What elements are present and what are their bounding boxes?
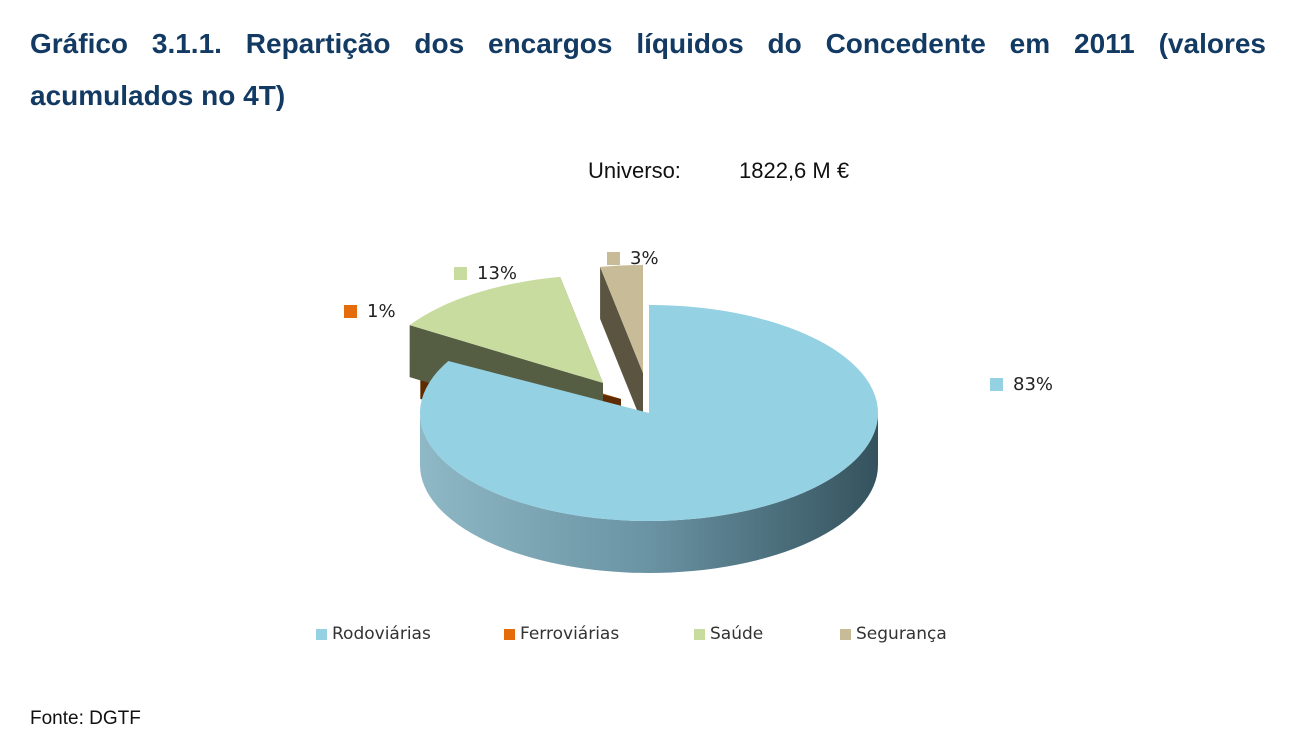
chart-legend: Rodoviárias Ferroviárias Saúde Segurança xyxy=(316,624,947,644)
legend-label-rodoviarias: Rodoviárias xyxy=(332,624,431,644)
slice-top-seguranca xyxy=(600,265,643,373)
data-label-rodoviarias: 83% xyxy=(990,374,1053,395)
data-label-text-rodoviarias: 83% xyxy=(1013,374,1054,395)
data-label-ferroviarias: 1% xyxy=(344,301,396,322)
legend-swatch-saude xyxy=(694,628,705,640)
legend-item-seguranca: Segurança xyxy=(840,624,947,644)
legend-item-rodoviarias: Rodoviárias xyxy=(316,624,504,644)
legend-label-ferroviarias: Ferroviárias xyxy=(520,624,620,644)
universe-label: Universo: xyxy=(588,158,681,183)
legend-label-saude: Saúde xyxy=(710,624,764,644)
chart-title: Gráfico 3.1.1. Repartição dos encargos l… xyxy=(30,28,1266,111)
legend-label-seguranca: Segurança xyxy=(856,624,947,644)
data-label-swatch-seguranca xyxy=(607,252,620,265)
universe-value: 1822,6 M € xyxy=(739,158,850,183)
slice-side-rodoviarias xyxy=(420,413,878,573)
legend-item-ferroviarias: Ferroviárias xyxy=(504,624,694,644)
legend-swatch-ferroviarias xyxy=(504,628,515,640)
slice-top-saude xyxy=(409,276,603,383)
data-label-text-seguranca: 3% xyxy=(630,248,659,269)
legend-swatch-seguranca xyxy=(840,628,851,640)
source-note: Fonte: DGTF xyxy=(30,708,141,729)
slice-top-rodoviarias xyxy=(420,305,878,521)
legend-swatch-rodoviarias xyxy=(316,628,327,640)
legend-item-saude: Saúde xyxy=(694,624,840,644)
data-label-seguranca: 3% xyxy=(607,248,659,269)
data-label-swatch-saude xyxy=(454,267,467,280)
data-label-text-ferroviarias: 1% xyxy=(367,301,396,322)
data-label-swatch-ferroviarias xyxy=(344,305,357,318)
slice-cut-seguranca-0 xyxy=(600,266,643,425)
data-label-saude: 13% xyxy=(454,263,517,284)
data-label-swatch-rodoviarias xyxy=(990,378,1003,391)
data-label-text-saude: 13% xyxy=(477,263,518,284)
